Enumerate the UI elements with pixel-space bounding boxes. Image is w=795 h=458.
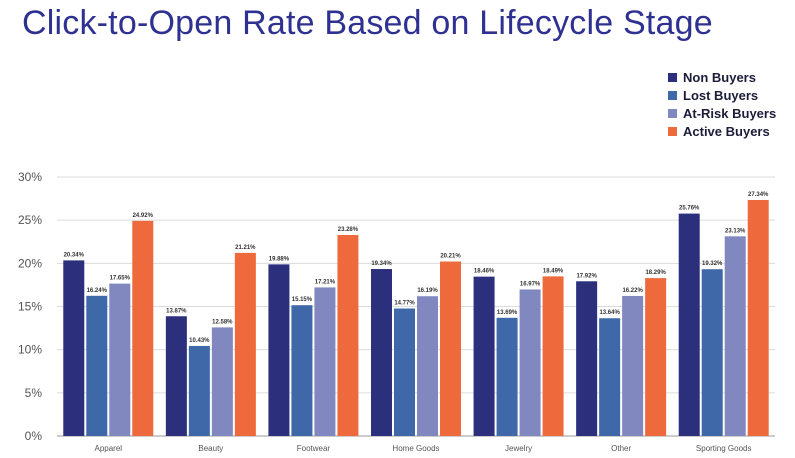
bar-lost-buyers-footwear	[291, 305, 313, 436]
y-tick-label: 0%	[25, 429, 43, 443]
data-label-non-buyers-jewelry: 18.46%	[474, 269, 495, 275]
x-tick-label: Footwear	[297, 444, 331, 453]
bar-non-buyers-apparel	[63, 260, 85, 436]
bar-active-buyers-jewelry	[542, 276, 564, 436]
legend-item-active-buyers: Active Buyers	[668, 122, 776, 140]
data-label-at-risk-buyers-home-goods: 16.19%	[417, 288, 438, 294]
legend-swatch-active-buyers	[668, 126, 677, 136]
bar-non-buyers-footwear	[268, 264, 290, 436]
bar-at-risk-buyers-other	[622, 295, 644, 436]
legend: Non Buyers Lost Buyers At-Risk Buyers Ac…	[668, 68, 776, 140]
legend-label-active-buyers: Active Buyers	[683, 123, 770, 139]
legend-label-non-buyers: Non Buyers	[683, 69, 756, 85]
x-tick-label: Apparel	[94, 444, 122, 453]
data-label-lost-buyers-footwear: 15.15%	[292, 297, 313, 303]
data-label-active-buyers-footwear: 23.28%	[338, 227, 359, 233]
bar-lost-buyers-beauty	[188, 345, 210, 436]
bar-lost-buyers-jewelry	[496, 317, 518, 436]
bar-active-buyers-beauty	[234, 252, 256, 436]
legend-label-at-risk-buyers: At-Risk Buyers	[683, 105, 777, 121]
x-tick-label: Sporting Goods	[696, 444, 752, 453]
bar-active-buyers-apparel	[132, 220, 154, 436]
bar-non-buyers-home-goods	[371, 269, 392, 436]
legend-item-at-risk-buyers: At-Risk Buyers	[668, 104, 776, 122]
legend-label-lost-buyers: Lost Buyers	[683, 87, 759, 103]
y-tick-label: 5%	[25, 386, 43, 400]
bar-lost-buyers-apparel	[86, 295, 108, 436]
data-label-lost-buyers-home-goods: 14.77%	[394, 300, 415, 306]
bar-at-risk-buyers-footwear	[314, 287, 336, 436]
data-label-active-buyers-other: 18.29%	[645, 270, 666, 276]
x-tick-label: Beauty	[198, 444, 223, 453]
data-label-non-buyers-beauty: 13.87%	[166, 308, 187, 314]
data-label-active-buyers-sporting-goods: 27.34%	[748, 192, 769, 198]
data-label-at-risk-buyers-sporting-goods: 23.13%	[725, 228, 746, 234]
x-tick-label: Home Goods	[392, 444, 439, 453]
y-tick-label: 30%	[18, 170, 42, 184]
data-label-active-buyers-home-goods: 20.21%	[440, 254, 461, 260]
bar-active-buyers-footwear	[337, 235, 359, 436]
bar-active-buyers-home-goods	[440, 261, 461, 436]
data-label-at-risk-buyers-jewelry: 16.97%	[520, 281, 541, 287]
data-label-lost-buyers-jewelry: 13.69%	[497, 310, 518, 316]
data-label-active-buyers-beauty: 21.21%	[235, 245, 256, 251]
x-tick-label: Jewelry	[505, 444, 532, 453]
data-label-lost-buyers-other: 13.64%	[599, 310, 620, 316]
data-label-at-risk-buyers-other: 16.22%	[622, 288, 643, 294]
bar-at-risk-buyers-sporting-goods	[724, 236, 746, 436]
bar-lost-buyers-other	[599, 318, 621, 436]
bar-non-buyers-jewelry	[473, 276, 495, 436]
legend-item-lost-buyers: Lost Buyers	[668, 86, 776, 104]
legend-item-non-buyers: Non Buyers	[668, 68, 776, 86]
bar-at-risk-buyers-home-goods	[417, 296, 438, 436]
legend-swatch-at-risk-buyers	[668, 108, 677, 118]
bar-lost-buyers-sporting-goods	[701, 269, 723, 436]
bar-non-buyers-sporting-goods	[678, 213, 700, 436]
y-tick-label: 25%	[18, 213, 42, 227]
data-label-non-buyers-apparel: 20.34%	[64, 252, 85, 258]
y-tick-label: 15%	[18, 300, 42, 314]
data-label-non-buyers-sporting-goods: 25.76%	[679, 206, 700, 212]
data-label-active-buyers-apparel: 24.92%	[133, 213, 154, 219]
bar-at-risk-buyers-beauty	[211, 327, 233, 436]
data-label-lost-buyers-beauty: 10.43%	[189, 338, 210, 344]
data-label-non-buyers-home-goods: 19.34%	[371, 261, 392, 267]
data-label-lost-buyers-sporting-goods: 19.32%	[702, 261, 723, 267]
data-label-active-buyers-jewelry: 18.49%	[543, 268, 564, 274]
data-label-non-buyers-other: 17.92%	[576, 273, 597, 279]
bar-non-buyers-other	[576, 281, 598, 436]
chart-title: Click-to-Open Rate Based on Lifecycle St…	[22, 4, 713, 42]
bar-lost-buyers-home-goods	[394, 308, 415, 436]
data-label-at-risk-buyers-beauty: 12.58%	[212, 319, 233, 325]
bar-active-buyers-sporting-goods	[747, 199, 769, 436]
bar-at-risk-buyers-jewelry	[519, 289, 541, 436]
data-label-lost-buyers-apparel: 16.24%	[87, 288, 108, 294]
y-tick-label: 10%	[18, 343, 42, 357]
x-tick-label: Other	[611, 444, 631, 453]
data-label-at-risk-buyers-footwear: 17.21%	[315, 279, 336, 285]
bar-at-risk-buyers-apparel	[109, 283, 131, 436]
legend-swatch-lost-buyers	[668, 90, 677, 100]
y-tick-label: 20%	[18, 256, 42, 270]
data-label-at-risk-buyers-apparel: 17.65%	[110, 276, 131, 282]
bar-active-buyers-other	[645, 278, 667, 436]
data-label-non-buyers-footwear: 19.88%	[269, 256, 290, 262]
bar-non-buyers-beauty	[165, 316, 187, 436]
legend-swatch-non-buyers	[668, 72, 677, 82]
